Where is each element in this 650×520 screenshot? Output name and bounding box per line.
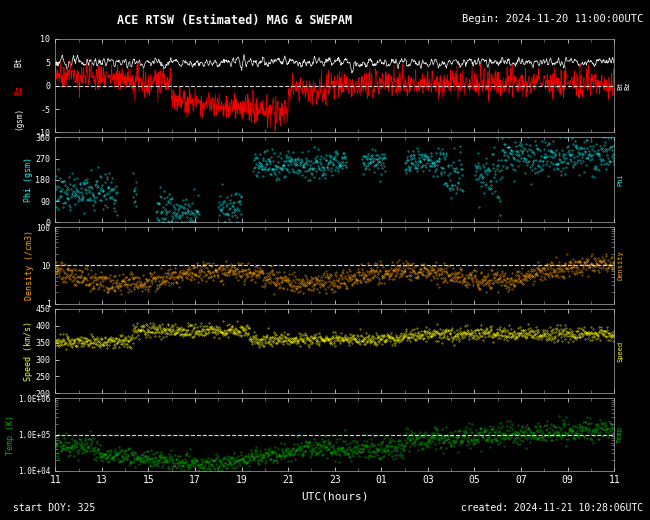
Text: Temp: Temp: [617, 426, 623, 443]
Y-axis label: Density (/cm3): Density (/cm3): [25, 230, 34, 301]
X-axis label: UTC(hours): UTC(hours): [301, 491, 369, 501]
Text: Bz: Bz: [14, 85, 23, 95]
Text: Phi: Phi: [617, 174, 623, 186]
Text: Speed: Speed: [617, 341, 623, 361]
Text: Bt
Bz: Bt Bz: [617, 82, 630, 90]
Text: (gsm): (gsm): [14, 107, 23, 130]
Y-axis label: Temp (K): Temp (K): [6, 414, 15, 454]
Text: created: 2024-11-21 10:28:06UTC: created: 2024-11-21 10:28:06UTC: [462, 503, 644, 513]
Text: ACE RTSW (Estimated) MAG & SWEPAM: ACE RTSW (Estimated) MAG & SWEPAM: [117, 14, 352, 27]
Text: Bt: Bt: [14, 57, 23, 68]
Y-axis label: Speed (km/s): Speed (km/s): [23, 321, 32, 381]
Y-axis label: Phi (gsm): Phi (gsm): [23, 158, 32, 202]
Text: Begin: 2024-11-20 11:00:00UTC: Begin: 2024-11-20 11:00:00UTC: [462, 14, 644, 23]
Text: Density: Density: [617, 251, 623, 280]
Text: start DOY: 325: start DOY: 325: [13, 503, 96, 513]
